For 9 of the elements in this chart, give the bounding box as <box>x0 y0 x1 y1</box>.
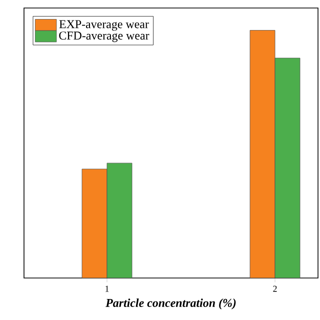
x-axis-title: Particle concentration (%) <box>106 298 236 310</box>
x-tick-label: 1 <box>106 286 109 292</box>
legend-label: EXP-average wear <box>59 20 149 31</box>
bar <box>250 30 276 278</box>
bar <box>82 168 108 278</box>
bar <box>106 162 132 278</box>
x-tick-label: 2 <box>273 286 277 292</box>
legend-label: CFD-average wear <box>59 32 150 42</box>
bar <box>274 58 300 278</box>
